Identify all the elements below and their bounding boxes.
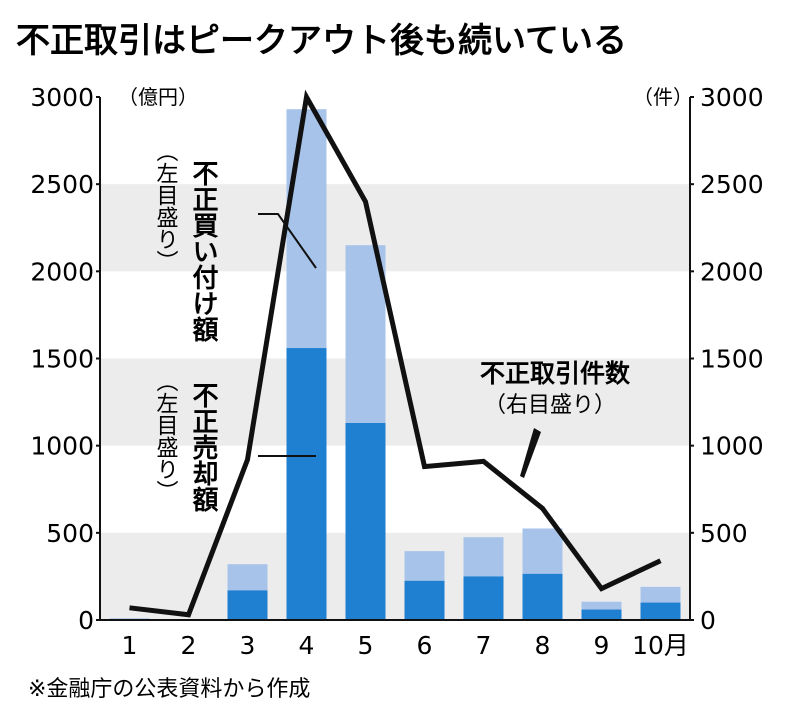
left-tick-label: 1000 [30, 432, 94, 461]
buy-leader-line [258, 213, 317, 269]
x-tick-label: 1 [122, 631, 138, 660]
sell-series-axis-note: （左目盛り） [153, 370, 179, 502]
bar-sell [404, 580, 445, 620]
bar-buy [640, 586, 681, 603]
line-series-label: 不正取引件数 [480, 359, 631, 388]
line-series-axis-note: （右目盛り） [484, 393, 616, 418]
bar-buy [463, 537, 504, 577]
source-note: ※金融庁の公表資料から作成 [28, 677, 310, 702]
bar-buy [109, 618, 150, 620]
left-tick-label: 0 [78, 606, 94, 635]
x-tick-label: 8 [535, 631, 551, 660]
sell-series-label: 不正売却額 [188, 382, 218, 513]
bar-sell [640, 602, 681, 620]
x-tick-label: 6 [417, 631, 433, 660]
bar-buy [404, 551, 445, 581]
bar-sell [227, 590, 268, 620]
left-tick-label: 2500 [30, 170, 94, 199]
x-tick-label: 3 [240, 631, 256, 660]
left-tick-label: 3000 [30, 83, 94, 112]
sell-label: 不正売却額 （左目盛り） [153, 370, 219, 513]
x-tick-label: 2 [181, 631, 197, 660]
right-tick-label: 0 [700, 606, 716, 635]
x-tick-label: 9 [594, 631, 610, 660]
left-axis-unit: （億円） [118, 85, 198, 109]
bar-sell [522, 573, 563, 620]
x-tick-label: 10月 [632, 631, 689, 660]
bar-sell [286, 348, 327, 620]
right-tick-label: 1000 [700, 432, 764, 461]
right-tick-label: 500 [700, 519, 748, 548]
x-tick-label: 5 [358, 631, 374, 660]
right-tick-label: 1500 [700, 345, 764, 374]
bar-buy [522, 528, 563, 574]
buy-series-label: 不正買い付け額 [188, 160, 218, 343]
bar-buy [345, 245, 386, 424]
x-tick-label: 4 [299, 631, 315, 660]
x-tick-label: 7 [476, 631, 492, 660]
chart-title: 不正取引はピークアウト後も続いている [16, 21, 627, 61]
tick-labels: 0 500 1000 1500 2000 2500 3000 0 500 1000 1500 2000… [30, 83, 763, 660]
count-line-path [129, 89, 662, 618]
grid-bands [100, 184, 690, 620]
right-tick-label: 3000 [700, 83, 764, 112]
right-axis-unit: （件） [633, 85, 693, 109]
axes [96, 96, 694, 621]
left-tick-label: 2000 [30, 257, 94, 286]
bar-sell [345, 423, 386, 620]
right-tick-label: 2500 [700, 170, 764, 199]
grid-band [100, 358, 690, 446]
left-tick-label: 500 [46, 519, 94, 548]
grid-band [100, 184, 690, 272]
bars [109, 109, 681, 620]
count-line [129, 89, 662, 618]
bar-buy [227, 564, 268, 591]
line-pointer [520, 428, 541, 478]
bar-buy [286, 109, 327, 349]
bar-sell [581, 609, 622, 620]
buy-label: 不正買い付け額 （左目盛り） [153, 140, 219, 343]
right-tick-label: 2000 [700, 257, 764, 286]
buy-series-axis-note: （左目盛り） [153, 140, 179, 272]
bar-sell [463, 576, 504, 620]
bar-buy [581, 601, 622, 610]
left-tick-label: 1500 [30, 345, 94, 374]
